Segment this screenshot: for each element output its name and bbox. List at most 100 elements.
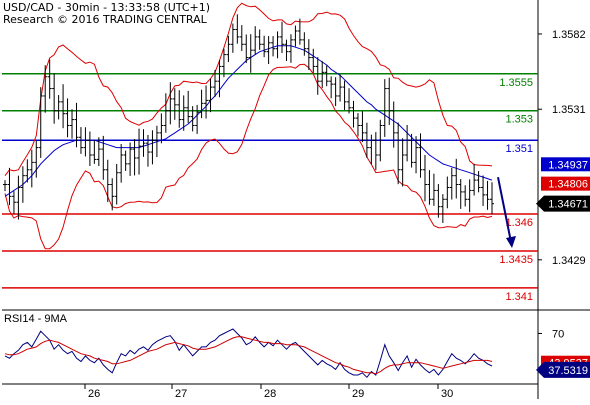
price-tick-label: 1.3582 [552,29,586,41]
price-bar [409,133,414,168]
price-bar [458,179,463,209]
price-bar [38,87,43,158]
price-bar [25,159,30,183]
price-bar [378,119,383,162]
rsi-badge [536,361,590,378]
price-bar [315,57,320,95]
price-bar [159,113,164,144]
price-bar [56,95,61,120]
price-bar [70,109,75,139]
level-label: 1.3435 [499,254,533,266]
price-bar [20,166,25,203]
price-bar [195,104,200,134]
price-bar [96,137,101,167]
price-bar [204,85,209,119]
rsi-tick-label: 70 [552,328,564,340]
price-bar [400,138,405,187]
price-bar [212,69,218,97]
price-bar [163,93,168,133]
price-bar [418,133,423,178]
price-bar [221,48,226,78]
price-bar [253,26,258,55]
price-bar [387,77,392,125]
price-badge-label: 1.34806 [548,179,588,191]
price-bar [360,111,365,143]
price-bar [154,125,159,158]
price-bar [74,102,79,148]
price-bar [235,14,240,44]
price-badge-label: 1.34671 [548,199,588,211]
price-bar [449,167,454,200]
price-bar [132,139,137,176]
price-bar [110,178,115,211]
price-bar [239,25,244,51]
bollinger-upper [4,2,493,177]
price-bar [382,79,387,137]
price-bar [2,180,8,192]
price-bar [306,39,311,70]
price-bar [266,36,271,65]
price-bar [414,136,419,174]
level-label: 1.353 [505,114,533,126]
price-bar [65,98,70,138]
price-bar [338,74,343,102]
price-bar [137,128,142,175]
price-bar [141,129,146,157]
price-bar [320,61,325,89]
rsi-panel [4,328,493,379]
price-bar [284,39,289,61]
forecast-arrow-head [506,236,516,248]
rsi-series-line [4,328,493,379]
price-bar [355,113,360,137]
price-bar [128,142,133,176]
price-bar [172,88,177,120]
price-bar [279,21,285,54]
price-bar [288,34,293,63]
price-bar [373,132,378,171]
price-bar [351,100,356,128]
price-bar [145,134,150,167]
price-bar [87,131,92,167]
rsi-series-line [4,336,493,375]
price-bar [190,106,195,132]
price-bar [105,159,110,203]
time-tick-label: 28 [264,388,276,400]
price-tick-label: 1.3429 [552,255,586,267]
bollinger-lower [4,63,493,250]
price-bar [391,101,396,148]
price-bar [297,18,302,45]
price-badge [536,195,590,212]
price-bar [11,191,16,214]
price-badge [541,176,590,191]
time-tick-label: 29 [352,388,364,400]
time-tick-label: 27 [175,388,187,400]
price-bar [436,184,441,218]
price-bar [347,88,352,114]
price-bar [396,122,401,185]
time-tick-label: 30 [441,388,453,400]
price-bar [208,78,213,113]
price-bar [324,65,329,87]
price-bar [489,182,495,215]
price-bar [485,180,490,210]
price-bar [467,179,472,213]
level-label: 1.351 [505,143,533,155]
price-bar [476,171,481,193]
price-bar [52,73,57,124]
price-bar [7,167,12,206]
price-bar [123,150,128,171]
price-bar [302,32,307,56]
price-bar [47,59,52,99]
price-bar [440,194,445,223]
price-bar [481,175,486,206]
price-bar [275,31,280,59]
price-badge-label: 1.34937 [548,159,588,171]
price-bar [168,82,173,125]
price-bar [83,127,88,157]
price-bar [248,34,253,73]
price-bar [34,140,39,178]
price-bar [369,134,374,165]
chart-title: USD/CAD - 30min - 13:33:58 (UTC+1) [3,1,211,14]
price-bar [181,95,186,131]
